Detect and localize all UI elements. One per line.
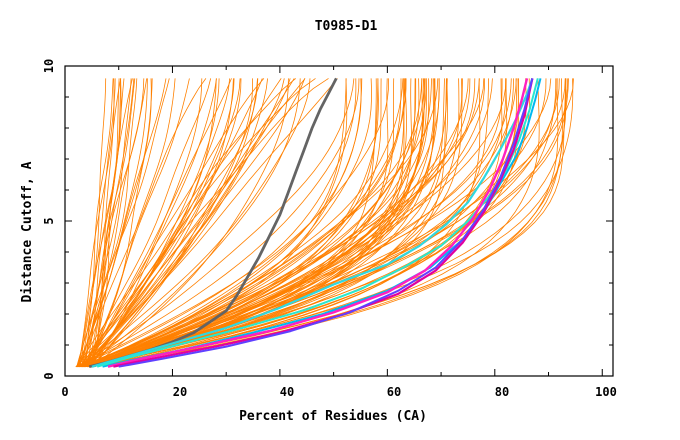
series-line-background [83,78,138,367]
series-line-background [89,78,152,367]
x-axis-label: Percent of Residues (CA) [239,409,427,424]
x-tick-label-60: 60 [387,385,401,399]
highlight-series-group [88,77,542,369]
series-line-background [78,78,512,368]
series-line-background [94,78,440,368]
series-line-background [77,78,519,368]
series-line-background [93,78,121,367]
axis-ticks [64,65,613,377]
series-line-background [88,78,435,368]
series-line-background [82,78,363,368]
series-line-background [86,78,265,367]
series-line-background [89,78,405,368]
series-line-background [87,78,232,367]
series-line-background [82,78,348,368]
series-line-background [88,78,527,368]
series-line-background [76,78,355,368]
series-line-background [85,78,107,367]
series-line-background [76,78,148,367]
series-line-background [82,78,379,368]
series-line-background [81,78,114,367]
series-line-background [78,78,566,368]
series-line-highlight-cyan-c [96,78,539,368]
y-tick-label-5: 5 [42,217,56,224]
series-line-background [78,78,133,367]
series-line-highlight-magenta-a [107,78,529,368]
y-tick-label-0: 0 [42,372,56,379]
series-line-background [77,78,360,368]
series-line-background [89,78,423,368]
series-line-background [90,78,427,368]
series-line-background [90,78,231,367]
x-tick-label-100: 100 [595,385,617,399]
series-line-background [93,78,395,368]
series-line-background [81,78,207,367]
series-line-background [86,78,338,367]
chart-title: T0985-D1 [315,19,378,34]
series-line-background [76,78,153,367]
series-line-background [84,78,212,367]
series-line-background [88,78,306,367]
series-line-background [81,78,329,367]
series-line-background [81,78,567,368]
series-line-background [89,78,540,368]
x-tick-label-20: 20 [173,385,187,399]
series-line-background [79,78,423,368]
series-line-background [86,78,567,368]
series-line-background [79,78,167,367]
series-line-background [83,78,234,367]
x-tick-label-40: 40 [280,385,294,399]
series-line-background [91,78,569,368]
series-line-background [82,78,557,368]
plot-area [75,77,574,369]
series-line-background [84,78,508,368]
series-line-background [80,78,268,367]
series-line-background [78,78,235,367]
series-line-background [88,78,220,367]
y-tick-label-10: 10 [42,59,56,73]
series-line-background [82,78,136,367]
series-line-highlight-purple [118,78,534,368]
series-line-background [86,78,258,367]
x-tick-label-80: 80 [495,385,509,399]
series-line-background [79,78,347,368]
series-line-background [75,78,253,367]
series-line-background [88,78,460,368]
series-line-background [82,78,480,368]
series-line-background [79,78,116,367]
series-line-background [75,78,241,367]
y-axis-label: Distance Cutoff, A [20,161,35,302]
series-line-background [79,78,402,368]
series-line-background [83,78,448,368]
series-line-background [93,78,567,368]
series-line-highlight-magenta-b [113,78,534,368]
series-line-background [85,78,531,368]
x-tick-label-0: 0 [61,385,68,399]
series-line-background [77,78,357,368]
series-line-background [93,78,217,367]
series-line-background [85,78,507,368]
series-line-background [78,78,170,367]
series-line-background [90,78,559,368]
series-line-background [92,78,389,368]
series-line-background [81,78,132,367]
background-series-group [75,78,574,368]
series-line-background [79,78,426,368]
series-line-background [84,78,301,368]
series-line-background [83,78,574,368]
series-line-highlight-cyan-a [91,78,534,368]
series-line-background [86,78,190,367]
